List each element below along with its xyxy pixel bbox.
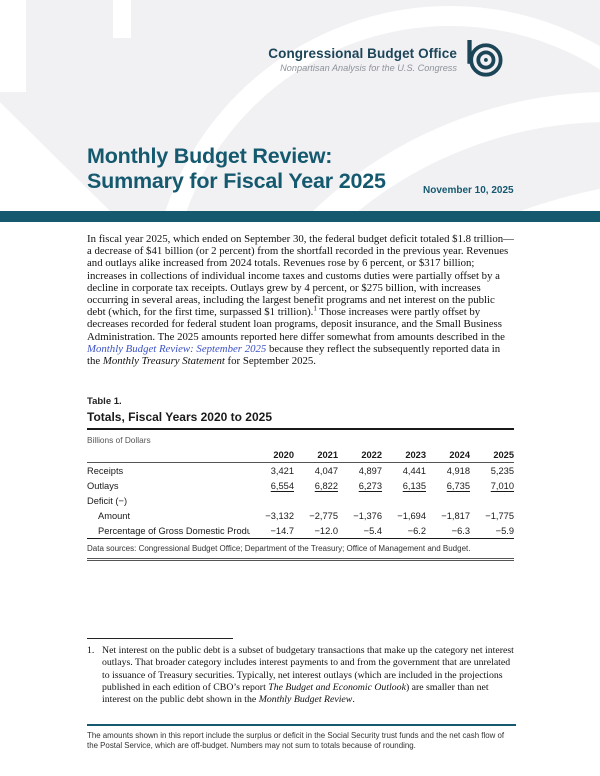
table-header-row: 2020 2021 2022 2023 2024 2025 [87,447,514,463]
page-footer: The amounts shown in this report include… [87,724,516,751]
brand-tagline: Nonpartisan Analysis for the U.S. Congre… [280,62,457,73]
cell-value: −12.0 [314,525,338,536]
cell-value: 4,897 [358,465,382,476]
paragraph-text: because they reflect the subsequently re… [87,342,501,368]
cell-value: −6.2 [407,525,426,536]
cell-value: 4,441 [402,465,426,476]
underlined-value: 6,822 [314,480,338,491]
decorative-stripe [113,0,131,38]
table-1: Table 1. Totals, Fiscal Years 2020 to 20… [87,396,514,561]
footnote-block: 1. Net interest on the public debt is a … [87,638,517,706]
column-header: 2022 [338,447,382,463]
column-header: 2021 [294,447,338,463]
footnote-text-part: ) are smaller than net interest on the p… [102,681,489,706]
table-row: Amount −3,132 −2,775 −1,376 −1,694 −1,81… [87,508,514,523]
table-unit: Billions of Dollars [87,435,151,445]
paragraph-text: for September 2025. [224,355,316,368]
cell-value [426,493,470,508]
cover-header: Congressional Budget Office Nonpartisan … [0,0,600,211]
cell-value: 6,273 [338,478,382,493]
table-row: Outlays 6,554 6,822 6,273 6,135 6,735 7,… [87,478,514,493]
footnote-separator [87,638,233,639]
cell-value: −1,694 [397,510,426,521]
cell-value: −3,132 [265,510,294,521]
cbo-logo-icon [467,40,503,77]
budget-outlook-title: The Budget and Economic Outlook [268,681,406,693]
title-line-2: Summary for Fiscal Year 2025 [87,168,386,193]
underlined-value: 6,735 [446,480,470,491]
table-row: Receipts 3,421 4,047 4,897 4,441 4,918 5… [87,463,514,479]
totals-table: 2020 2021 2022 2023 2024 2025 Receipts 3… [87,447,514,539]
cbo-brand: Congressional Budget Office Nonpartisan … [268,40,503,78]
mbr-september-2025-link[interactable]: Monthly Budget Review: September 2025 [87,342,267,355]
cell-value [294,493,338,508]
cell-value: 6,554 [250,478,294,493]
table-label: Table 1. [87,396,122,407]
paragraph-text: Those increases were partly offset by de… [87,306,505,343]
footnote-text-part: . [352,694,355,706]
paragraph-text: In fiscal year 2025, which ended on Sept… [87,233,514,319]
treasury-statement-title: Monthly Treasury Statement [102,355,225,368]
column-header: 2020 [250,447,294,463]
cell-value [470,493,514,508]
title-line-1: Monthly Budget Review: [87,144,333,168]
table-row: Deficit (−) [87,493,514,508]
row-label: Outlays [87,480,119,491]
row-label: Receipts [87,465,124,476]
footnote-number: 1. [87,645,95,656]
table-title: Totals, Fiscal Years 2020 to 2025 [87,407,514,430]
cell-value [250,493,294,508]
brand-name: Congressional Budget Office [268,45,457,61]
cell-value: 6,135 [382,478,426,493]
cell-value: −1,817 [441,510,470,521]
cell-value [382,493,426,508]
underlined-value: 6,554 [270,480,294,491]
page-title: Monthly Budget Review: Summary for Fiscal… [87,144,557,193]
column-header [87,447,250,463]
table-row: Percentage of Gross Domestic Product −14… [87,523,514,539]
cell-value: −5.9 [495,525,514,536]
underlined-value: 6,135 [402,480,426,491]
summary-paragraph: In fiscal year 2025, which ended on Sept… [87,233,516,367]
cell-value: −2,775 [309,510,338,521]
cell-value: 6,822 [294,478,338,493]
table-source-note: Data sources: Congressional Budget Offic… [87,539,514,561]
column-header: 2025 [470,447,514,463]
decorative-stripe [0,0,26,92]
cell-value: −1,775 [485,510,514,521]
column-header: 2023 [382,447,426,463]
footer-rule [87,724,516,726]
cell-value: −1,376 [353,510,382,521]
cell-value: 3,421 [270,465,294,476]
footnote-1: 1. Net interest on the public debt is a … [87,645,517,706]
underlined-value: 6,273 [358,480,382,491]
row-label: Percentage of Gross Domestic Product [98,525,250,536]
cell-value: 4,918 [446,465,470,476]
footnote-text-part: Net interest on the public debt is a sub… [102,645,514,693]
row-label: Deficit (−) [87,495,128,506]
row-label: Amount [98,510,131,521]
cell-value: 6,735 [426,478,470,493]
mbr-title: Monthly Budget Review [258,694,353,706]
cell-value: −5.4 [363,525,382,536]
title-block: Monthly Budget Review: Summary for Fiscal… [87,144,557,196]
publication-date: November 10, 2025 [423,185,514,196]
cell-value: 4,047 [314,465,338,476]
cell-value: −6.3 [451,525,470,536]
cbo-wordmark: Congressional Budget Office Nonpartisan … [268,46,457,73]
divider-bar [0,211,600,222]
column-header: 2024 [426,447,470,463]
footnote-reference: 1 [313,304,317,313]
underlined-value: 7,010 [490,480,514,491]
cell-value [338,493,382,508]
cell-value: 7,010 [470,478,514,493]
footnote-text: Net interest on the public debt is a sub… [102,645,517,706]
footer-note: The amounts shown in this report include… [87,731,505,750]
cell-value: −14.7 [270,525,294,536]
cell-value: 5,235 [490,465,514,476]
